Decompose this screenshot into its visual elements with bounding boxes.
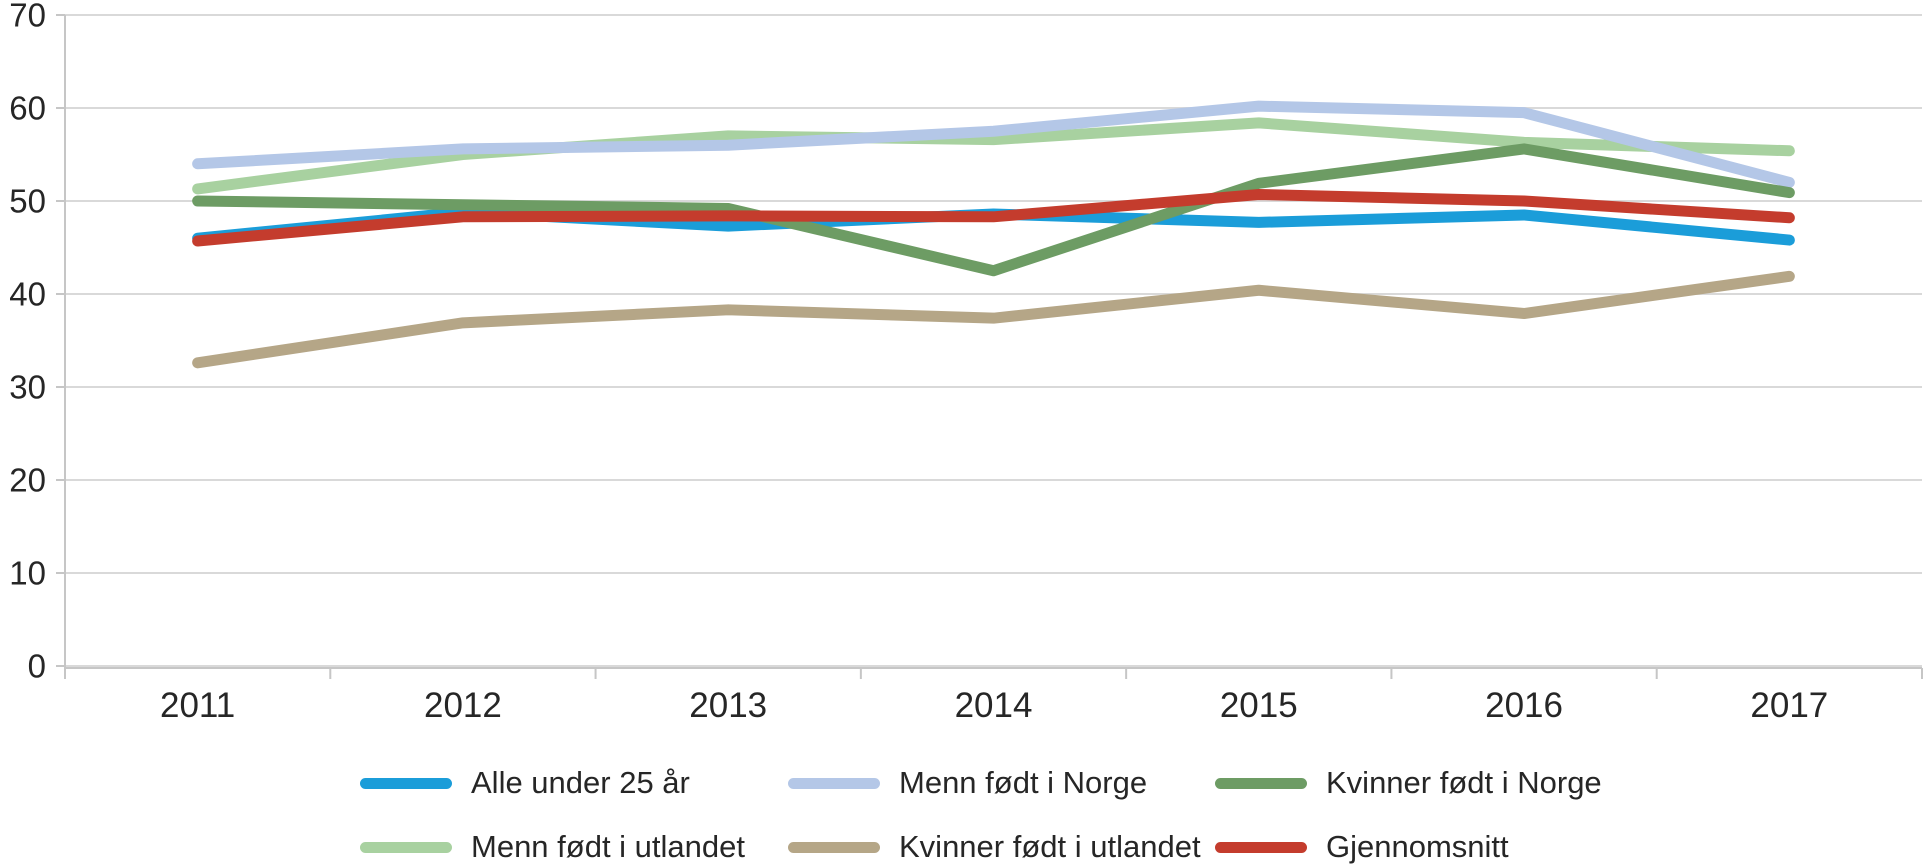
series-line-2: [192, 143, 1795, 277]
legend-item-4: Kvinner født i utlandet: [788, 830, 1201, 864]
legend-label: Menn født i Norge: [899, 765, 1148, 800]
legend-item-5: Gjennomsnitt: [1215, 830, 1509, 864]
y-tick-label-70: 70: [9, 0, 46, 34]
y-tick-label-40: 40: [9, 276, 46, 313]
x-tick-label-2012: 2012: [424, 686, 502, 725]
plot-area: 0 10 20 30 40 50 60 70 2011 2012 2013 2014 2015 2016 2…: [9, 0, 1923, 725]
x-tick-label-2014: 2014: [955, 686, 1033, 725]
y-tick-label-50: 50: [9, 183, 46, 220]
y-tick-label-30: 30: [9, 369, 46, 406]
legend-label: Alle under 25 år: [471, 765, 690, 800]
x-tick-label-2017: 2017: [1750, 686, 1828, 725]
x-tick-label-2016: 2016: [1485, 686, 1563, 725]
legend-item-0: Alle under 25 år: [360, 766, 690, 800]
series-line-4: [192, 270, 1795, 369]
legend-swatch-icon: [788, 777, 880, 789]
legend-label: Kvinner født i Norge: [1326, 765, 1602, 800]
legend-label: Menn født i utlandet: [471, 829, 745, 864]
series-line-1: [192, 100, 1795, 188]
x-tick-label-2013: 2013: [689, 686, 767, 725]
legend-swatch-icon: [788, 841, 880, 853]
legend-item-1: Menn født i Norge: [788, 766, 1147, 800]
legend-swatch-icon: [360, 841, 452, 853]
y-tick-label-0: 0: [28, 648, 46, 685]
legend-swatch-icon: [1215, 777, 1307, 789]
legend-label: Gjennomsnitt: [1326, 829, 1509, 864]
legend-swatch-icon: [1215, 841, 1307, 853]
legend-label: Kvinner født i utlandet: [899, 829, 1201, 864]
x-tick-label-2015: 2015: [1220, 686, 1298, 725]
y-tick-label-10: 10: [9, 555, 46, 592]
y-tick-label-60: 60: [9, 90, 46, 127]
x-tick-label-2011: 2011: [160, 686, 235, 725]
legend-swatch-icon: [360, 777, 452, 789]
y-tick-label-20: 20: [9, 462, 46, 499]
series-line-3: [192, 117, 1795, 195]
legend-item-3: Menn født i utlandet: [360, 830, 745, 864]
legend-item-2: Kvinner født i Norge: [1215, 766, 1602, 800]
series-line-5: [192, 188, 1795, 247]
